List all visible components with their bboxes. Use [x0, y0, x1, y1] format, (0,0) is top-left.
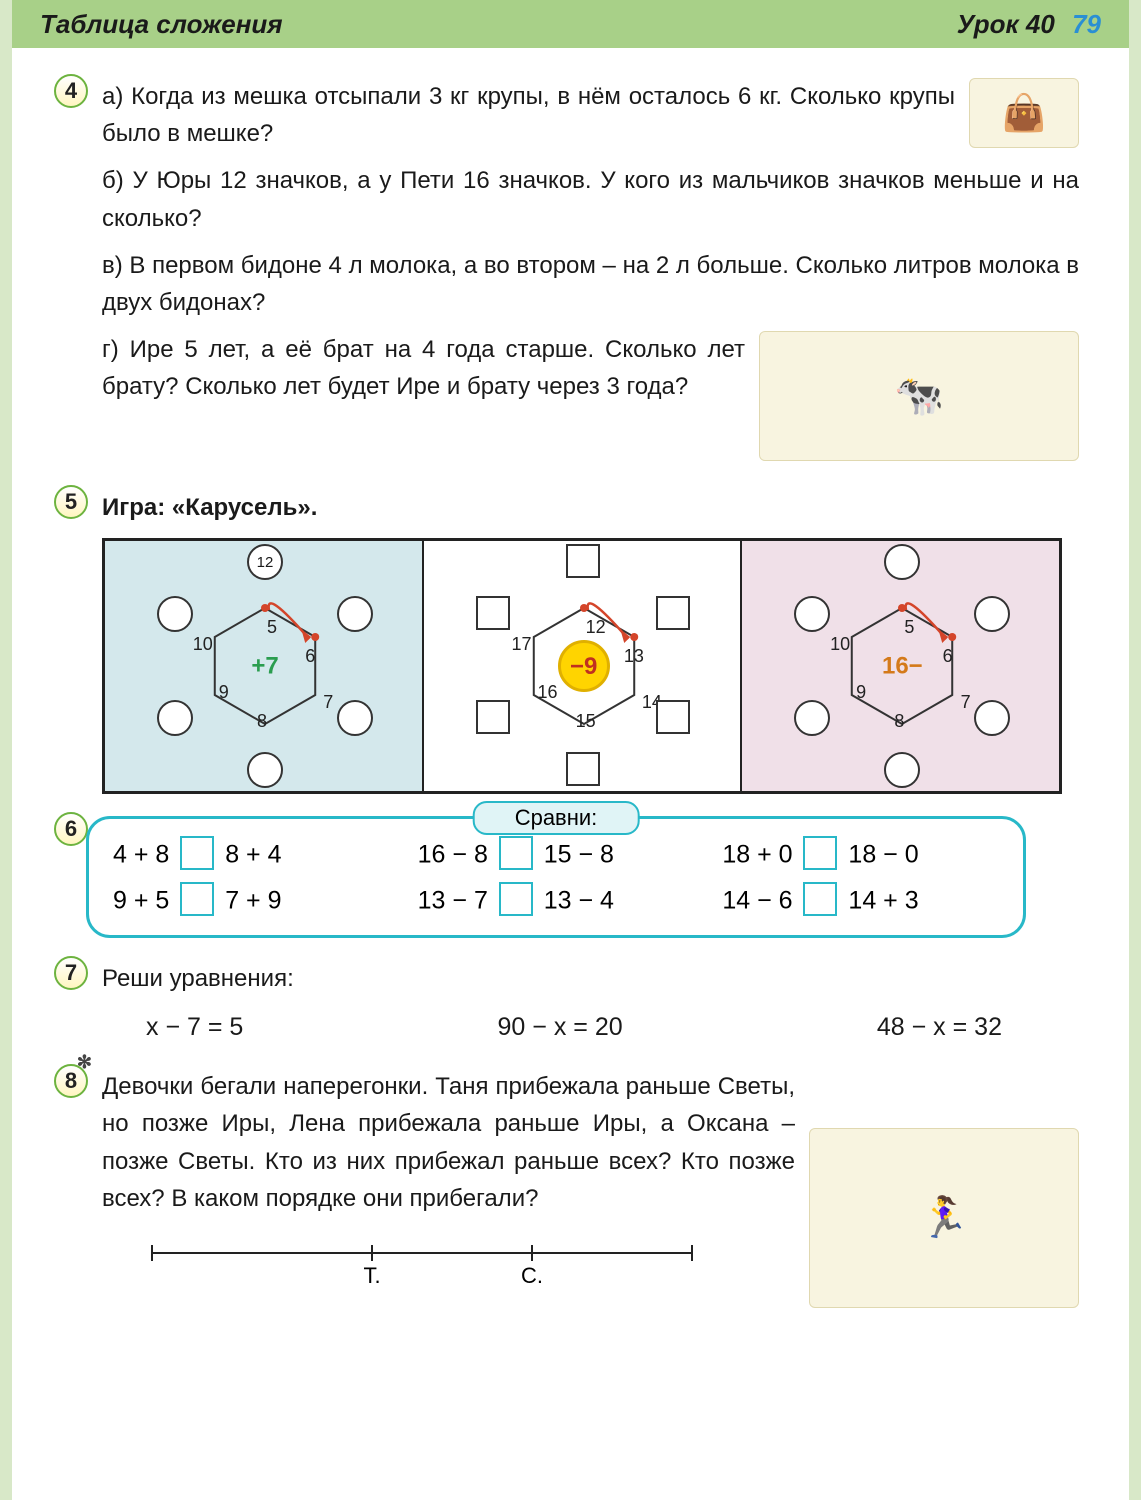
- task-number: 7: [54, 956, 88, 990]
- task-4: 4 👜 а) Когда из мешка отсыпали 3 кг круп…: [62, 78, 1079, 467]
- vertex-label: 7: [323, 689, 333, 717]
- vertex-label: 6: [305, 643, 315, 671]
- mark-s: С.: [521, 1263, 543, 1288]
- task-body: Реши уравнения: x − 7 = 5 90 − x = 20 48…: [102, 960, 1079, 1046]
- vertex-label: 8: [894, 708, 904, 736]
- page-header: Таблица сложения Урок 40 79: [12, 0, 1129, 48]
- vertex-label: 9: [856, 679, 866, 707]
- vertex-label: 16: [537, 679, 557, 707]
- compare-input[interactable]: [803, 836, 837, 870]
- answer-node[interactable]: [566, 752, 600, 786]
- vertex-label: 10: [193, 631, 213, 659]
- answer-node[interactable]: [476, 700, 510, 734]
- answer-node[interactable]: [656, 700, 690, 734]
- mark-t: Т.: [363, 1263, 380, 1288]
- task-number: 5: [54, 485, 88, 519]
- task-number: 4: [54, 74, 88, 108]
- carousel-center: +7: [251, 648, 278, 685]
- task4-c: в) В первом бидоне 4 л молока, а во втор…: [102, 247, 1079, 321]
- task-body: Игра: «Карусель». +7567891012−9121314151…: [102, 489, 1079, 794]
- task4-b: б) У Юры 12 значков, а у Пети 16 значков…: [102, 162, 1079, 236]
- task7-title: Реши уравнения:: [102, 960, 1079, 997]
- compare-cell: 4 + 8 8 + 4: [113, 839, 390, 873]
- carousel-center: −9: [558, 640, 610, 692]
- compare-grid: 4 + 8 8 + 4 16 − 8 15 − 8 18 + 0 18 − 0 9 +…: [113, 839, 999, 919]
- task-number: 8 ✻: [54, 1064, 88, 1098]
- task-7: 7 Реши уравнения: x − 7 = 5 90 − x = 20 …: [62, 960, 1079, 1046]
- compare-cell: 16 − 8 15 − 8: [418, 839, 695, 873]
- lesson-label: Урок 40: [957, 9, 1055, 39]
- header-title: Таблица сложения: [40, 9, 283, 40]
- answer-node[interactable]: [656, 596, 690, 630]
- content: 4 👜 а) Когда из мешка отсыпали 3 кг круп…: [12, 48, 1129, 1376]
- vertex-label: 9: [219, 679, 229, 707]
- compare-input[interactable]: [180, 882, 214, 916]
- cow-icon: 🐄: [759, 331, 1079, 461]
- page: Таблица сложения Урок 40 79 4 👜 а) Когда…: [0, 0, 1141, 1500]
- carousel-box: +7567891012−912131415161716−5678910: [102, 538, 1062, 794]
- star-icon: ✻: [77, 1052, 92, 1073]
- vertex-label: 8: [257, 708, 267, 736]
- vertex-label: 10: [830, 631, 850, 659]
- task-8: 8 ✻ 🏃‍♀️ Девочки бегали наперегонки. Тан…: [62, 1068, 1079, 1314]
- answer-node[interactable]: [566, 544, 600, 578]
- carousel-cell: +7567891012: [105, 541, 424, 791]
- compare-box: Сравни: 4 + 8 8 + 416 − 8 15 − 818 + 0 1…: [86, 816, 1026, 938]
- answer-node[interactable]: [157, 700, 193, 736]
- vertex-label: 12: [586, 614, 606, 642]
- vertex-label: 15: [576, 708, 596, 736]
- bags-icon: 👜: [969, 78, 1079, 148]
- compare-input[interactable]: [803, 882, 837, 916]
- compare-title: Сравни:: [473, 801, 640, 835]
- compare-cell: 9 + 5 7 + 9: [113, 885, 390, 919]
- header-right: Урок 40 79: [957, 9, 1101, 40]
- vertex-label: 7: [961, 689, 971, 717]
- task-6: 6 Сравни: 4 + 8 8 + 416 − 8 15 − 818 + 0…: [62, 816, 1079, 938]
- compare-cell: 13 − 7 13 − 4: [418, 885, 695, 919]
- carousel-cell: −9121314151617: [424, 541, 743, 791]
- vertex-label: 5: [267, 614, 277, 642]
- equation-row: x − 7 = 5 90 − x = 20 48 − x = 32: [102, 1008, 1022, 1047]
- eq-1: x − 7 = 5: [146, 1008, 243, 1047]
- task5-title: Игра: «Карусель».: [102, 489, 1079, 526]
- compare-cell: 14 − 6 14 + 3: [722, 885, 999, 919]
- task4-a: а) Когда из мешка отсыпали 3 кг крупы, в…: [102, 78, 1079, 152]
- page-number: 79: [1072, 9, 1101, 39]
- eq-2: 90 − x = 20: [498, 1008, 623, 1047]
- task-number: 6: [54, 812, 88, 846]
- vertex-label: 6: [943, 643, 953, 671]
- answer-node[interactable]: [157, 596, 193, 632]
- carousel-cell: 16− 5 67 8910: [742, 541, 1059, 791]
- eq-3: 48 − x = 32: [877, 1008, 1002, 1047]
- carousel-center: 16−: [882, 648, 923, 685]
- task-body: 🏃‍♀️ Девочки бегали наперегонки. Таня пр…: [102, 1068, 1079, 1304]
- compare-input[interactable]: [499, 836, 533, 870]
- compare-input[interactable]: [499, 882, 533, 916]
- vertex-label: 13: [624, 643, 644, 671]
- vertex-label: 17: [511, 631, 531, 659]
- task-num-text: 8: [65, 1068, 77, 1094]
- vertex-label: 5: [904, 614, 914, 642]
- girls-icon: 🏃‍♀️: [809, 1128, 1079, 1308]
- task-5: 5 Игра: «Карусель». +7567891012−91213141…: [62, 489, 1079, 794]
- answer-node[interactable]: [476, 596, 510, 630]
- compare-cell: 18 + 0 18 − 0: [722, 839, 999, 873]
- compare-input[interactable]: [180, 836, 214, 870]
- task-body: 👜 а) Когда из мешка отсыпали 3 кг крупы,…: [102, 78, 1079, 406]
